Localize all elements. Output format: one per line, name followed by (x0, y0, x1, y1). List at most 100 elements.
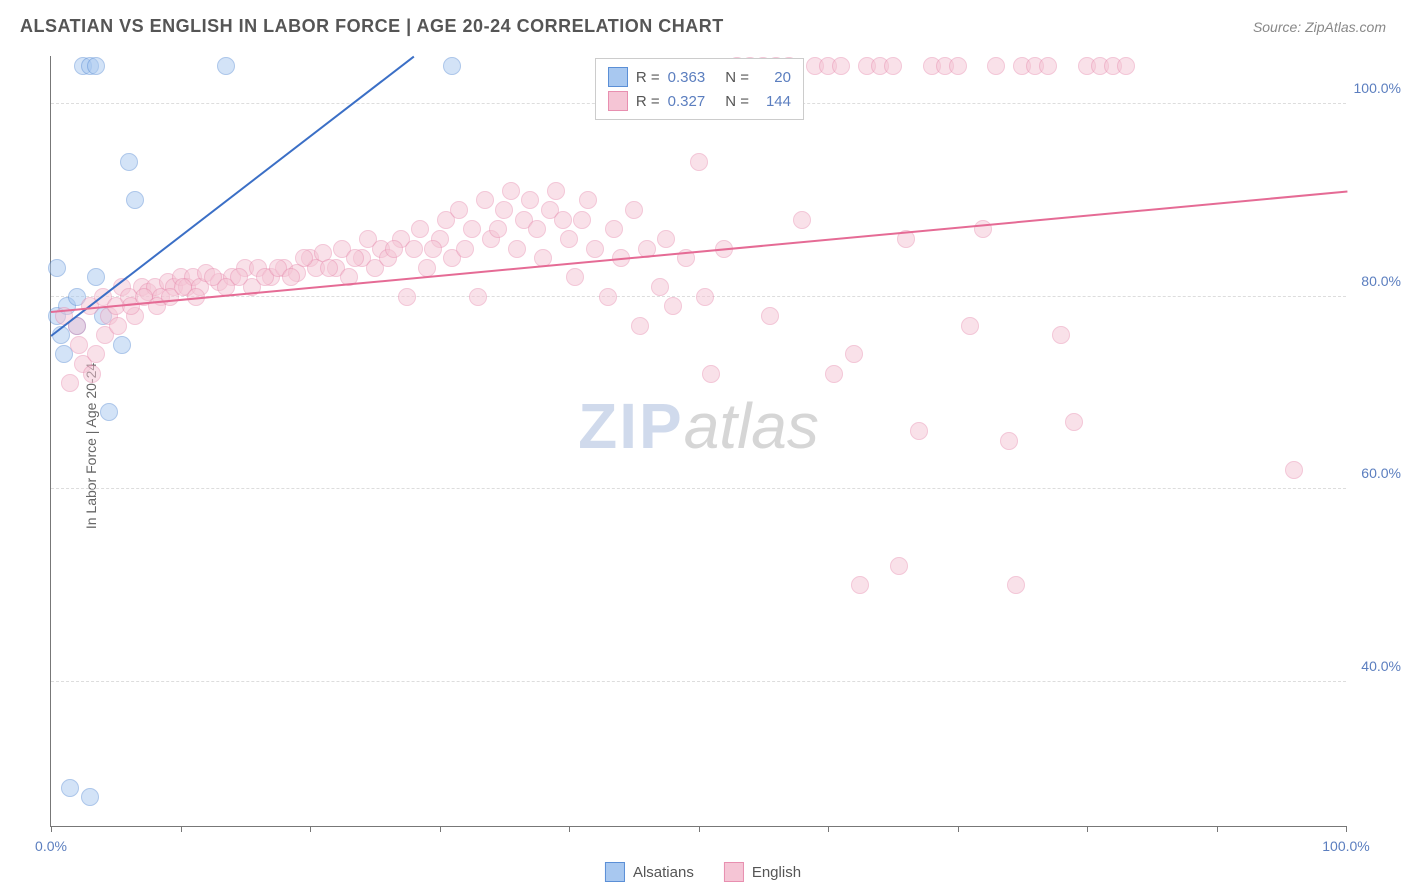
data-point (845, 345, 863, 363)
data-point (825, 365, 843, 383)
data-point (586, 240, 604, 258)
gridline (51, 488, 1346, 489)
bottom-legend-label: English (752, 864, 801, 881)
data-point (599, 288, 617, 306)
data-point (87, 268, 105, 286)
data-point (696, 288, 714, 306)
data-point (664, 297, 682, 315)
chart-container: ALSATIAN VS ENGLISH IN LABOR FORCE | AGE… (0, 0, 1406, 892)
data-point (120, 153, 138, 171)
legend-swatch (608, 67, 628, 87)
y-tick-label: 40.0% (1361, 658, 1401, 674)
legend-n-label: N = (725, 93, 749, 110)
data-point (320, 259, 338, 277)
legend-swatch (608, 91, 628, 111)
y-tick-label: 80.0% (1361, 273, 1401, 289)
data-point (1065, 413, 1083, 431)
watermark-atlas: atlas (684, 390, 819, 462)
legend-n-label: N = (725, 69, 749, 86)
y-tick-label: 100.0% (1354, 80, 1401, 96)
data-point (295, 249, 313, 267)
x-tick-label: 100.0% (1322, 838, 1369, 854)
watermark-zip: ZIP (578, 390, 684, 462)
data-point (566, 268, 584, 286)
plot-area: ZIPatlas R =0.363N =20R =0.327N =144 40.… (50, 56, 1346, 827)
data-point (631, 317, 649, 335)
data-point (126, 191, 144, 209)
data-point (521, 191, 539, 209)
x-tick (699, 826, 700, 832)
data-point (890, 557, 908, 575)
data-point (949, 57, 967, 75)
x-tick (181, 826, 182, 832)
data-point (651, 278, 669, 296)
x-tick-label: 0.0% (35, 838, 67, 854)
data-point (450, 201, 468, 219)
data-point (987, 57, 1005, 75)
data-point (489, 220, 507, 238)
data-point (1117, 57, 1135, 75)
x-tick (828, 826, 829, 832)
data-point (282, 268, 300, 286)
data-point (502, 182, 520, 200)
x-tick (958, 826, 959, 832)
data-point (418, 259, 436, 277)
data-point (385, 240, 403, 258)
data-point (761, 307, 779, 325)
title-bar: ALSATIAN VS ENGLISH IN LABOR FORCE | AGE… (0, 0, 1406, 45)
data-point (230, 268, 248, 286)
correlation-legend: R =0.363N =20R =0.327N =144 (595, 58, 804, 120)
data-point (463, 220, 481, 238)
data-point (573, 211, 591, 229)
data-point (61, 374, 79, 392)
y-tick-label: 60.0% (1361, 465, 1401, 481)
series-legend: Alsatians English (605, 862, 801, 882)
data-point (495, 201, 513, 219)
data-point (1039, 57, 1057, 75)
data-point (346, 249, 364, 267)
data-point (690, 153, 708, 171)
x-tick (1217, 826, 1218, 832)
gridline (51, 681, 1346, 682)
data-point (83, 365, 101, 383)
legend-swatch (724, 862, 744, 882)
data-point (411, 220, 429, 238)
x-tick (1346, 826, 1347, 832)
data-point (560, 230, 578, 248)
data-point (910, 422, 928, 440)
data-point (528, 220, 546, 238)
data-point (657, 230, 675, 248)
data-point (70, 336, 88, 354)
legend-swatch (605, 862, 625, 882)
x-tick (1087, 826, 1088, 832)
data-point (81, 788, 99, 806)
data-point (61, 779, 79, 797)
x-tick (310, 826, 311, 832)
data-point (469, 288, 487, 306)
data-point (87, 57, 105, 75)
data-point (87, 345, 105, 363)
bottom-legend-label: Alsatians (633, 864, 694, 881)
data-point (100, 403, 118, 421)
data-point (884, 57, 902, 75)
legend-r-value: 0.327 (668, 93, 706, 110)
data-point (48, 259, 66, 277)
data-point (113, 336, 131, 354)
legend-n-value: 144 (757, 93, 791, 110)
data-point (625, 201, 643, 219)
x-tick (569, 826, 570, 832)
data-point (443, 57, 461, 75)
x-tick (440, 826, 441, 832)
data-point (547, 182, 565, 200)
data-point (832, 57, 850, 75)
legend-r-value: 0.363 (668, 69, 706, 86)
legend-row: R =0.327N =144 (608, 89, 791, 113)
data-point (508, 240, 526, 258)
data-point (851, 576, 869, 594)
data-point (1052, 326, 1070, 344)
data-point (554, 211, 572, 229)
data-point (405, 240, 423, 258)
data-point (456, 240, 474, 258)
data-point (961, 317, 979, 335)
legend-n-value: 20 (757, 69, 791, 86)
